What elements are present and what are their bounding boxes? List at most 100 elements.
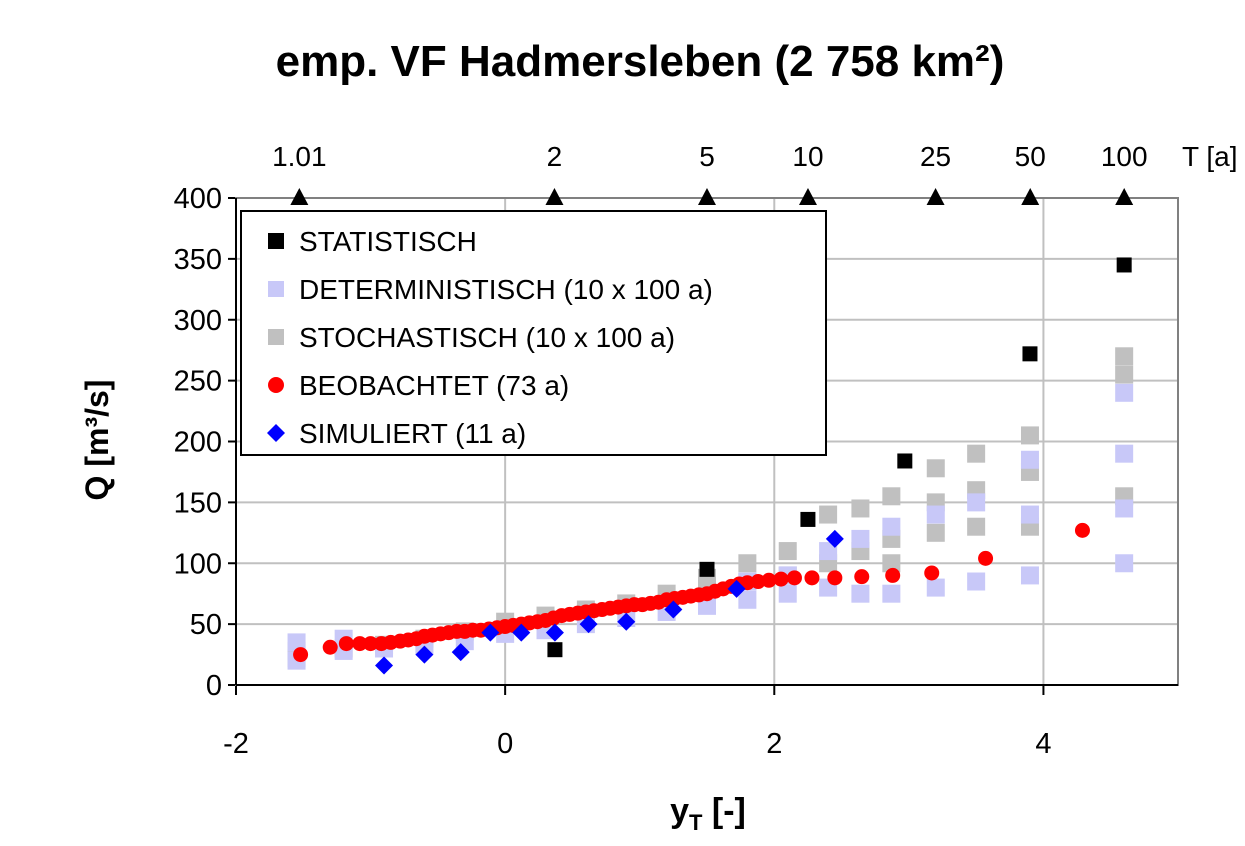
x2-axis-label: T [a] [1182, 141, 1238, 172]
x-axis-label: yT [-] [670, 792, 746, 835]
chart-title: emp. VF Hadmersleben (2 758 km²) [276, 37, 1005, 86]
y-tick-label: 250 [174, 366, 222, 398]
legend-marker [268, 281, 284, 297]
marker [978, 550, 994, 566]
y-tick-label: 300 [174, 305, 222, 337]
marker [1074, 522, 1090, 538]
x2-tick [697, 188, 716, 205]
marker [1115, 554, 1134, 573]
marker [738, 590, 757, 609]
marker [967, 493, 986, 512]
marker [761, 572, 777, 588]
y-tick-label: 200 [174, 427, 222, 459]
marker [1115, 444, 1134, 463]
marker [699, 561, 715, 577]
marker [897, 453, 913, 469]
legend-box [240, 210, 827, 456]
marker [804, 570, 820, 586]
x2-tick-label: 50 [1015, 141, 1046, 172]
marker [617, 612, 636, 631]
marker [926, 459, 945, 478]
x2-tick-label: 25 [920, 141, 951, 172]
marker [819, 542, 838, 561]
marker [778, 584, 797, 603]
marker [851, 584, 870, 603]
marker [1115, 383, 1134, 402]
x-tick-label: 2 [766, 728, 782, 760]
marker [882, 584, 901, 603]
x-axis-label-part: [-] [702, 792, 745, 830]
marker [338, 636, 354, 652]
y-tick-label: 100 [174, 548, 222, 580]
marker [481, 623, 500, 642]
y-axis-label: Q [m³/s] [79, 380, 115, 501]
marker [664, 600, 683, 619]
marker [882, 487, 901, 506]
marker [967, 517, 986, 536]
marker [415, 645, 434, 664]
y-tick-label: 350 [174, 244, 222, 276]
x-tick-label: 4 [1035, 728, 1051, 760]
x2-tick [290, 188, 309, 205]
legend-label: SIMULIERT (11 a) [299, 418, 526, 449]
y-tick-label: 50 [190, 609, 222, 641]
marker [547, 642, 563, 658]
legend-marker [268, 233, 284, 249]
marker [1115, 347, 1134, 366]
marker [363, 636, 379, 652]
marker [352, 636, 368, 652]
marker [287, 633, 306, 652]
x-axis-label-part: y [670, 792, 689, 830]
marker [926, 578, 945, 597]
marker [885, 567, 901, 583]
x-tick-label: -2 [223, 728, 249, 760]
marker [924, 565, 940, 581]
marker [882, 554, 901, 573]
marker [926, 523, 945, 542]
marker [1020, 426, 1039, 445]
y-tick-label: 150 [174, 487, 222, 519]
x2-tick [798, 188, 817, 205]
marker [727, 579, 746, 598]
x2-tick-label: 5 [699, 141, 715, 172]
marker [800, 511, 816, 527]
marker [882, 517, 901, 536]
legend-label: BEOBACHTET (73 a) [299, 370, 569, 401]
marker [854, 569, 870, 585]
legend-marker [268, 377, 284, 393]
marker [579, 615, 598, 634]
x2-tick [926, 188, 945, 205]
marker [819, 505, 838, 524]
marker [1020, 566, 1039, 585]
marker [1020, 450, 1039, 469]
marker [967, 444, 986, 463]
marker [851, 529, 870, 548]
x2-tick [545, 188, 564, 205]
x2-tick-label: 1.01 [272, 141, 327, 172]
x2-tick-label: 100 [1101, 141, 1148, 172]
legend-label: STOCHASTISCH (10 x 100 a) [299, 322, 675, 353]
marker [786, 570, 802, 586]
marker [545, 623, 564, 642]
legend-label: DETERMINISTISCH (10 x 100 a) [299, 274, 713, 305]
marker [851, 499, 870, 518]
x2-tick [1115, 188, 1134, 205]
x2-tick [1021, 188, 1040, 205]
marker [738, 554, 757, 573]
marker [967, 572, 986, 591]
x2-tick-label: 10 [792, 141, 823, 172]
marker [293, 647, 309, 663]
marker [375, 656, 394, 675]
marker [827, 570, 843, 586]
x-axis-label-sub: T [689, 810, 703, 835]
marker [773, 571, 789, 587]
marker [451, 643, 470, 662]
marker [1115, 365, 1134, 384]
marker [322, 639, 338, 655]
marker [1020, 505, 1039, 524]
legend-marker [267, 424, 285, 442]
y-tick-label: 400 [174, 183, 222, 215]
marker [926, 505, 945, 524]
marker [512, 623, 531, 642]
